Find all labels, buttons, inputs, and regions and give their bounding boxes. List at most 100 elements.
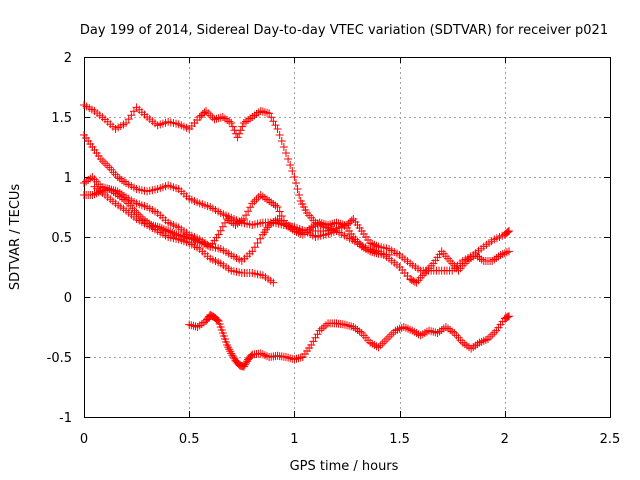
data-point	[376, 341, 385, 350]
data-point	[256, 107, 265, 115]
data-point	[242, 117, 251, 126]
data-point	[253, 239, 262, 247]
data-point	[328, 219, 337, 228]
data-point	[488, 330, 497, 339]
data-point	[475, 338, 484, 347]
data-point	[273, 215, 282, 223]
data-point	[216, 113, 225, 122]
series-track-f	[185, 311, 514, 371]
data-point	[202, 107, 211, 115]
data-point	[84, 176, 93, 184]
data-point	[237, 216, 246, 225]
data-point	[324, 221, 333, 229]
data-point	[107, 186, 116, 195]
y-tick-label: 0.5	[51, 231, 72, 246]
data-point	[431, 328, 440, 337]
data-point	[267, 219, 276, 228]
data-point	[311, 333, 320, 342]
data-point	[479, 336, 488, 345]
data-point	[467, 344, 476, 353]
data-point	[279, 143, 288, 151]
x-tick-label: 2.5	[600, 432, 621, 447]
data-point	[332, 227, 341, 235]
data-point	[180, 233, 189, 241]
data-point	[295, 191, 304, 199]
data-point	[242, 359, 251, 367]
data-point	[366, 239, 375, 247]
data-point	[210, 115, 219, 124]
data-point	[351, 324, 360, 333]
data-point	[212, 315, 221, 324]
data-point	[313, 330, 322, 339]
data-point	[284, 222, 293, 231]
data-point	[265, 221, 274, 229]
data-point	[307, 223, 316, 232]
data-point	[220, 218, 229, 227]
data-point	[250, 243, 259, 252]
data-point	[296, 229, 305, 238]
data-point	[420, 329, 429, 337]
data-point	[260, 108, 269, 117]
data-point	[315, 218, 324, 227]
data-point	[418, 330, 427, 339]
data-point	[109, 188, 118, 196]
y-tick-label: 0	[64, 291, 72, 306]
data-point	[494, 252, 503, 261]
data-point	[86, 174, 95, 183]
data-point	[267, 113, 276, 122]
y-tick-label: -0.5	[47, 351, 72, 366]
data-point	[238, 122, 247, 131]
data-point	[321, 321, 330, 330]
data-point	[231, 221, 240, 229]
data-point	[366, 247, 375, 256]
data-point	[288, 167, 297, 175]
data-point	[475, 254, 484, 262]
data-point	[269, 218, 278, 226]
data-point	[115, 174, 124, 183]
data-point	[98, 157, 107, 166]
data-point	[113, 173, 122, 181]
data-point	[246, 114, 255, 123]
data-point	[200, 108, 209, 117]
data-point	[505, 227, 514, 235]
data-point	[372, 241, 381, 250]
data-point	[197, 320, 206, 328]
data-point	[195, 321, 204, 330]
data-point	[319, 323, 328, 331]
data-point	[345, 321, 354, 330]
data-point	[204, 109, 213, 118]
data-point	[117, 194, 126, 202]
data-point	[239, 362, 248, 371]
data-point	[214, 230, 223, 239]
data-point	[269, 117, 278, 126]
data-point	[228, 122, 237, 131]
data-point	[286, 161, 295, 169]
data-point	[412, 329, 421, 337]
data-point	[178, 232, 187, 241]
data-point	[281, 221, 290, 229]
data-point	[361, 245, 370, 253]
data-point	[96, 155, 105, 163]
data-point	[134, 210, 143, 219]
data-point	[258, 107, 267, 116]
data-point	[380, 337, 389, 346]
data-point	[103, 185, 112, 194]
y-axis-label: SDTVAR / TECUs	[8, 184, 23, 291]
data-point	[336, 219, 345, 228]
data-point	[502, 228, 511, 237]
data-point	[326, 220, 335, 229]
data-point	[458, 338, 467, 347]
data-point	[473, 252, 482, 261]
data-point	[119, 177, 128, 186]
data-point	[368, 248, 377, 256]
data-point	[486, 332, 495, 341]
data-point	[490, 328, 499, 337]
data-point	[202, 240, 211, 249]
data-point	[443, 324, 452, 333]
data-point	[224, 343, 233, 352]
data-point	[204, 241, 213, 250]
data-point	[277, 212, 286, 220]
data-point	[372, 342, 381, 351]
